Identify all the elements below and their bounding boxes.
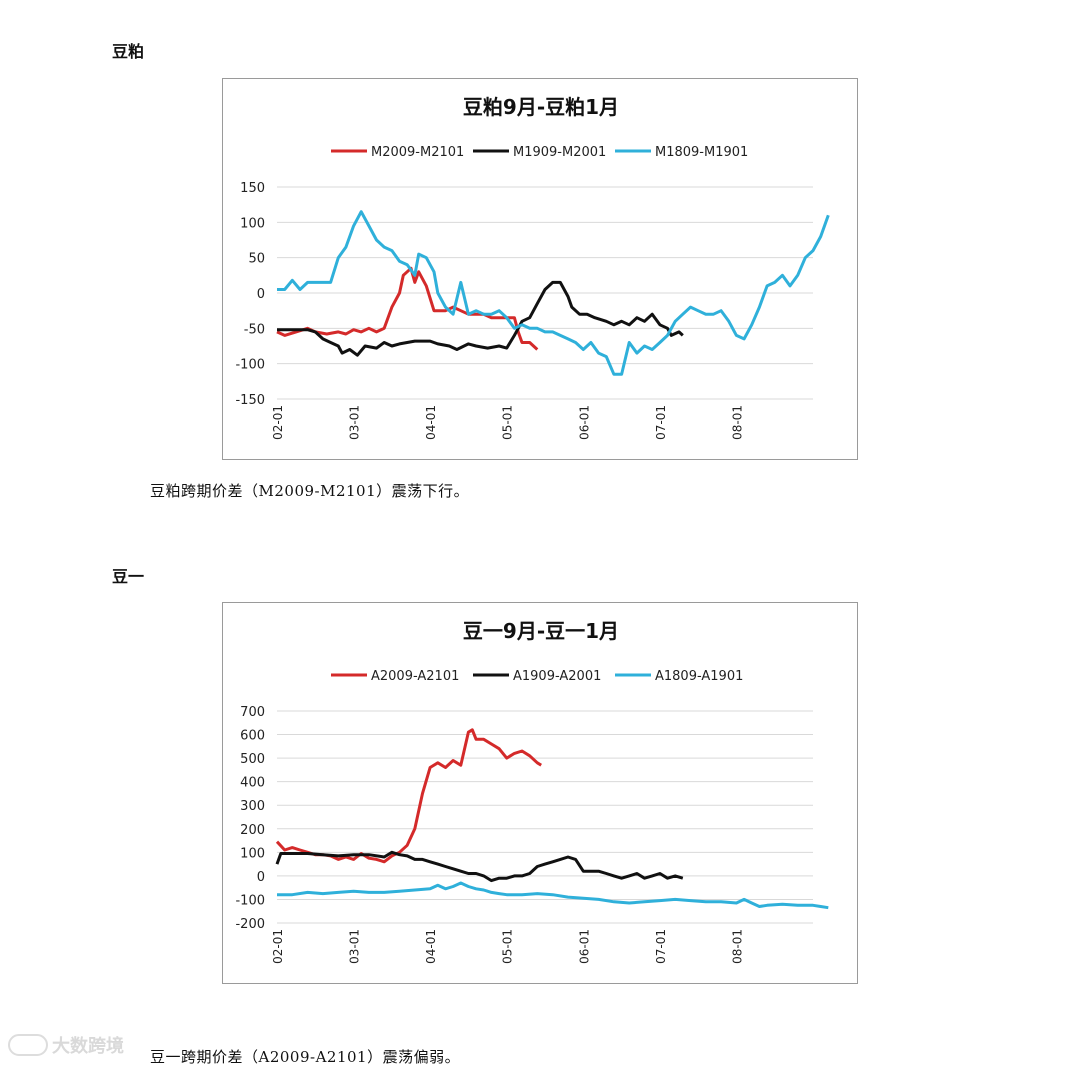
x-tick-label: 03-01 (348, 929, 362, 964)
x-tick-label: 07-01 (654, 405, 668, 440)
y-tick-label: 150 (240, 181, 265, 196)
chart-soybean-spread: 豆一9月-豆一1月 A2009-A2101 A1909-A2001 A1809-A19… (222, 602, 858, 984)
chart-svg: 豆粕9月-豆粕1月 M2009-M2101 M1909-M2001 M1809-M19… (235, 95, 830, 440)
y-tick-label: 50 (248, 252, 265, 267)
x-tick-label: 04-01 (424, 929, 438, 964)
series-line (277, 881, 829, 910)
series-line (275, 850, 684, 883)
series-line (276, 266, 539, 351)
y-tick-label: -150 (235, 393, 265, 408)
y-tick-label: -50 (244, 322, 265, 337)
legend-label: M1909-M2001 (513, 145, 606, 160)
section-label-soybean: 豆一 (112, 567, 145, 586)
y-tick-label: -100 (235, 893, 265, 908)
x-tick-label: 02-01 (271, 405, 285, 440)
series-line (275, 728, 542, 864)
legend-label: A1909-A2001 (513, 669, 601, 684)
x-tick-label: 05-01 (501, 405, 515, 440)
watermark-logo-icon (8, 1034, 48, 1056)
x-tick-label: 03-01 (348, 405, 362, 440)
y-tick-label: 300 (240, 799, 265, 814)
x-tick-label: 04-01 (424, 405, 438, 440)
y-tick-label: 0 (257, 287, 265, 302)
x-tick-label: 06-01 (577, 929, 591, 964)
y-tick-label: 600 (240, 729, 265, 744)
y-tick-label: 0 (257, 870, 265, 885)
y-tick-label: -200 (235, 917, 265, 932)
watermark: 大数跨境 (8, 1032, 124, 1058)
chart-soymeal-spread: 豆粕9月-豆粕1月 M2009-M2101 M1909-M2001 M1809-M19… (222, 78, 858, 460)
legend-label: M1809-M1901 (655, 145, 748, 160)
legend-label: A1809-A1901 (655, 669, 743, 684)
caption-soymeal: 豆粕跨期价差（M2009-M2101）震荡下行。 (150, 482, 470, 500)
chart-svg: 豆一9月-豆一1月 A2009-A2101 A1909-A2001 A1809-A19… (235, 619, 829, 964)
y-tick-label: 100 (240, 216, 265, 231)
caption-soybean: 豆一跨期价差（A2009-A2101）震荡偏弱。 (150, 1048, 461, 1066)
legend-label: A2009-A2101 (371, 669, 459, 684)
y-tick-label: 200 (240, 823, 265, 838)
x-tick-label: 08-01 (730, 405, 744, 440)
chart-title: 豆一9月-豆一1月 (463, 619, 619, 643)
x-tick-label: 06-01 (577, 405, 591, 440)
x-tick-label: 05-01 (501, 929, 515, 964)
series-line (277, 280, 684, 357)
section-label-soymeal: 豆粕 (112, 42, 145, 61)
y-tick-label: 400 (240, 776, 265, 791)
y-tick-label: 500 (240, 752, 265, 767)
legend-label: M2009-M2101 (371, 145, 464, 160)
watermark-text: 大数跨境 (52, 1036, 124, 1057)
chart-title: 豆粕9月-豆粕1月 (463, 95, 619, 119)
y-tick-label: -100 (235, 358, 265, 373)
y-tick-label: 100 (240, 846, 265, 861)
y-tick-label: 700 (240, 705, 265, 720)
x-tick-label: 02-01 (271, 929, 285, 964)
series-line (277, 210, 830, 376)
x-tick-label: 07-01 (654, 929, 668, 964)
x-tick-label: 08-01 (730, 929, 744, 964)
